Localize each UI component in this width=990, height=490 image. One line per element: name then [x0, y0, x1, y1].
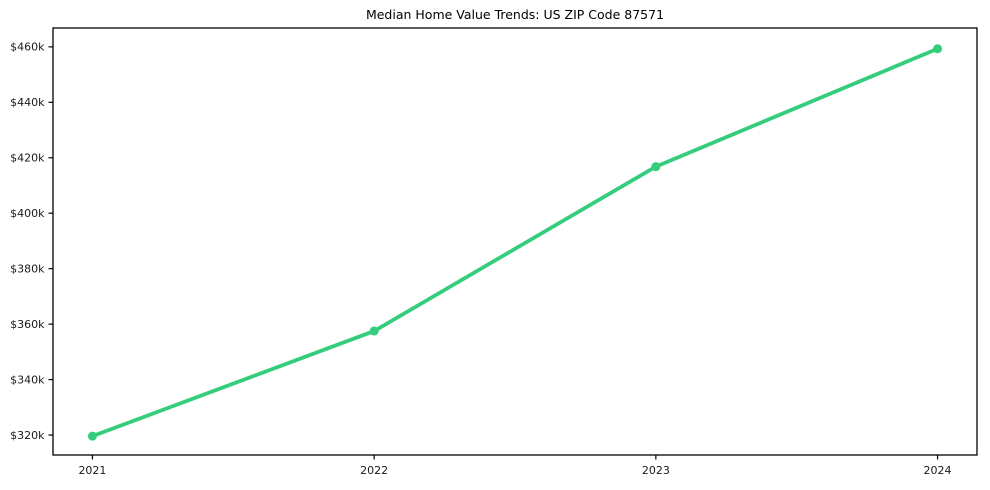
- data-point-2024: [933, 44, 943, 54]
- data-point-2021: [87, 431, 97, 441]
- y-tick-label: $380k: [10, 262, 45, 275]
- trend-line: [90, 46, 940, 439]
- y-tick-label: $360k: [10, 318, 45, 331]
- data-point-2023: [651, 162, 661, 172]
- y-tick-label: $460k: [10, 41, 45, 54]
- x-tick-label: 2023: [642, 464, 670, 477]
- y-tick-label: $400k: [10, 207, 45, 220]
- y-tick-label: $320k: [10, 429, 45, 442]
- y-tick-label: $420k: [10, 152, 45, 165]
- y-tick-label: $440k: [10, 96, 45, 109]
- x-tick-label: 2021: [78, 464, 106, 477]
- chart-title: Median Home Value Trends: US ZIP Code 87…: [365, 7, 665, 22]
- y-tick-label: $340k: [10, 373, 45, 386]
- data-point-2022: [369, 326, 379, 336]
- plot-border: [52, 27, 978, 456]
- x-tick-label: 2022: [360, 464, 388, 477]
- x-tick-label: 2024: [924, 464, 952, 477]
